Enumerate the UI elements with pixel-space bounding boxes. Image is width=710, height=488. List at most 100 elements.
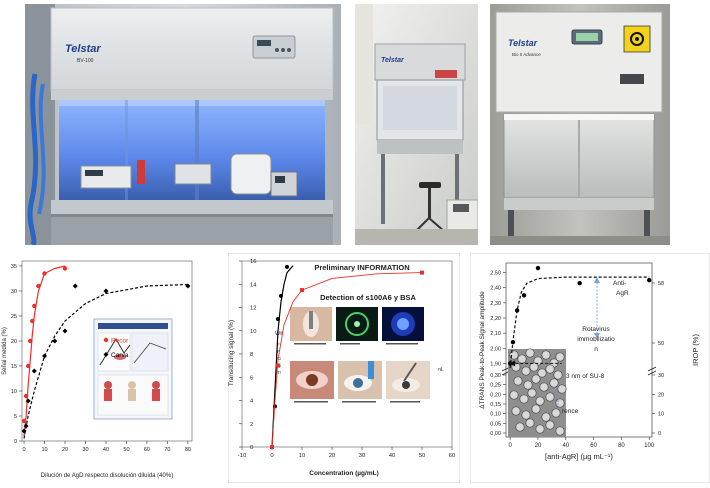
y-tick-label: 10 xyxy=(11,389,17,395)
annot-anti-agr-1: Anti- xyxy=(613,280,626,287)
y-tick-label: 25 xyxy=(11,314,17,320)
data-point-black xyxy=(279,293,283,298)
data-point-carva xyxy=(185,283,191,289)
sem-bead xyxy=(509,390,519,400)
x-tick-label: 20 xyxy=(535,443,542,449)
y-tick-label: 0 xyxy=(250,445,253,451)
chart-middle-svg: -10 0 10 20 30 40 50 60 0 2 4 6 8 10 12 14 16 Preliminar… xyxy=(227,252,461,484)
x-tick-label: 60 xyxy=(449,453,455,459)
fit-line-red xyxy=(271,272,423,448)
legend-stub-5: Tr xyxy=(277,370,282,375)
annot-reference: rence xyxy=(562,408,579,415)
data-point-red xyxy=(276,363,280,368)
sem-bead xyxy=(537,368,547,378)
y-tick-label: 2,00 xyxy=(490,346,501,352)
x-tick-label: 30 xyxy=(359,453,365,459)
x-tick-label: 10 xyxy=(299,453,305,459)
x-tick-label: 80 xyxy=(185,447,191,453)
chart-middle-xlabel: Concentration (µg/mL) xyxy=(309,470,378,477)
sem-bead xyxy=(521,410,531,420)
chart-right-svg: 0 20 40 60 80 1001,902,002,102,202,302,402,50… xyxy=(469,252,710,484)
chart-left-legend: Recor Carva xyxy=(103,338,129,359)
sem-bead xyxy=(555,426,565,436)
y-tick-label: 16 xyxy=(250,259,256,265)
legend-label-recor: Recor xyxy=(111,338,129,345)
y-tick-label: 6 xyxy=(250,375,253,381)
chart-middle-inset-title: Detection of s100A6 y BSA xyxy=(320,293,416,302)
fit-line xyxy=(509,276,650,369)
fit-line-black xyxy=(271,265,294,448)
sem-bead xyxy=(525,418,535,428)
sem-bead xyxy=(541,350,551,360)
legend-stub-0: Wit xyxy=(275,331,283,337)
legend-marker-carva xyxy=(103,352,109,357)
cabinet-3-brand: Telstar xyxy=(508,38,538,48)
data-point-recor xyxy=(21,418,27,424)
y-tick-label: 0,00 xyxy=(490,431,501,437)
data-point-recor xyxy=(42,271,47,276)
data-point-recor xyxy=(62,266,68,271)
annot-arrow-down xyxy=(594,333,600,339)
data-point-carva xyxy=(62,328,68,334)
sem-bead xyxy=(521,366,531,376)
x-tick-label: 0 xyxy=(270,453,273,459)
data-point xyxy=(510,340,516,345)
x-tick-label: 80 xyxy=(618,443,625,449)
y-right-tick-label: 10 xyxy=(658,412,664,418)
sem-bead xyxy=(551,408,561,418)
data-point-black xyxy=(285,264,289,269)
y-tick-label: 0,20 xyxy=(490,392,501,398)
chart-left-xlabel: Dilución de AgD respecto disolución dilu… xyxy=(41,473,173,479)
sem-bead xyxy=(513,376,523,386)
x-tick-label: -10 xyxy=(238,453,246,459)
annot-rotavirus-2: immobilizatio xyxy=(577,336,615,343)
x-tick-label: 40 xyxy=(389,453,395,459)
data-point-carva xyxy=(103,288,109,294)
data-point-recor xyxy=(27,338,33,344)
x-tick-label: 10 xyxy=(41,447,47,453)
reference-arrow xyxy=(509,360,516,367)
chart-right-xlabel: [anti-AgR] (µg mL⁻¹) xyxy=(545,452,613,461)
sem-bead xyxy=(523,380,533,390)
y-tick-label: 0,15 xyxy=(490,402,501,408)
data-point-recor xyxy=(32,303,37,309)
data-point-carva xyxy=(52,338,58,344)
photo-biosafety-cabinet-3: Telstar Bio II Advance xyxy=(490,4,670,245)
legend-stub-1: F xyxy=(277,342,280,347)
x-tick-label: 60 xyxy=(590,443,597,449)
x-tick-label: 70 xyxy=(164,447,170,453)
y-tick-label: 10 xyxy=(250,329,256,335)
sem-bead xyxy=(529,362,539,372)
data-point-recor xyxy=(36,283,41,289)
legend-stub-2: F xyxy=(277,349,280,354)
y-tick-label: 0,05 xyxy=(490,421,501,427)
legend-stub-suffix: nL xyxy=(438,367,444,373)
y-tick-label: 4 xyxy=(250,399,254,405)
y-right-tick-label: 58 xyxy=(658,281,664,287)
sem-bead xyxy=(553,370,563,380)
sem-bead xyxy=(535,396,545,406)
data-point-carva xyxy=(31,368,37,374)
data-point-red xyxy=(420,270,424,275)
annot-anti-agr-2: AgR xyxy=(616,290,629,297)
chart-right-ylabel-left: ΔTRANS Peak-to-Peak Signal amplitude xyxy=(479,291,486,409)
photo-biosafety-cabinet-2: Telstar xyxy=(355,4,478,245)
x-tick-label: 40 xyxy=(562,443,569,449)
chart-left-ylabel: Señal medida (%) xyxy=(2,327,8,375)
chart-middle-inset-figure: Detection of s100A6 y BSA xyxy=(286,291,436,411)
chart-right: 0 20 40 60 80 100 1,90 2,00 2,10 2,20 2,30 2,40 2,50… xyxy=(469,252,710,484)
sem-bead xyxy=(531,404,541,414)
sem-bead xyxy=(557,384,567,394)
sem-bead xyxy=(519,394,529,404)
sem-bead xyxy=(549,378,559,388)
y-tick-label: 0 xyxy=(14,439,17,445)
y-tick-label: 2,30 xyxy=(490,301,501,307)
x-tick-label: 0 xyxy=(23,447,26,453)
cabinet-2-brand: Telstar xyxy=(381,57,405,64)
x-tick-label: 0 xyxy=(508,443,512,449)
cabinet-2-illustration: Telstar xyxy=(355,4,478,245)
y-tick-label: 12 xyxy=(250,306,256,312)
annot-arrow-up xyxy=(594,277,600,283)
data-point xyxy=(647,277,652,283)
data-point-carva xyxy=(72,283,78,289)
